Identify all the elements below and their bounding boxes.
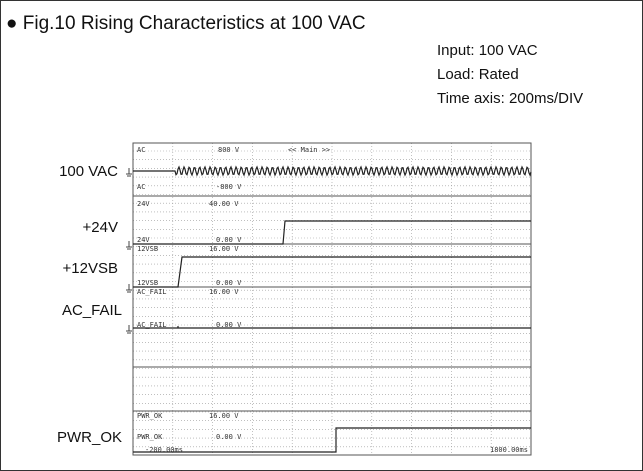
ac-waveform [133, 165, 532, 177]
scope-label: 16.00 V [209, 245, 239, 253]
title: ● Fig.10 Rising Characteristics at 100 V… [6, 13, 366, 34]
scope-label: 1800.00ms [490, 446, 528, 454]
waveform-12vsb [133, 256, 531, 288]
scope-label: AC_FAIL [137, 288, 167, 296]
scope-label: PWR_OK [137, 433, 163, 441]
condition: Time axis: 200ms/DIV [437, 90, 583, 107]
ground-marker [126, 168, 132, 177]
waveforms [133, 165, 532, 453]
scope-label: AC [137, 183, 145, 191]
scope-label: 0.00 V [216, 236, 242, 244]
panel-lines [132, 142, 532, 456]
scope-frame [132, 142, 532, 456]
scope-label: 800 V [218, 146, 240, 154]
waveform-24v [133, 220, 531, 245]
channel-label: +12VSB [63, 260, 118, 277]
ground-markers [126, 168, 132, 334]
channel-label: AC_FAIL [62, 302, 122, 319]
scope-label: 0.00 V [216, 321, 242, 329]
scope-label: -800 V [216, 183, 242, 191]
scope-grid [133, 143, 531, 455]
waveform-pwrok [133, 427, 531, 453]
scope-label: 40.00 V [209, 200, 239, 208]
scope-label: 0.00 V [216, 279, 242, 287]
scope-label: 16.00 V [209, 412, 239, 420]
scope-label: << Main >> [288, 146, 330, 154]
scope-label: 24V [137, 236, 150, 244]
ground-marker [126, 241, 132, 250]
waveform-acfail [133, 326, 531, 329]
scope-label: AC [137, 146, 145, 154]
scope-label: 24V [137, 200, 150, 208]
scope-label: PWR_OK [137, 412, 163, 420]
channel-label: +24V [83, 219, 118, 236]
ground-marker [126, 325, 132, 334]
channel-label: PWR_OK [57, 429, 122, 446]
scope-label: 0.00 V [216, 433, 242, 441]
ground-marker [126, 284, 132, 293]
scope-label: -200.00ms [145, 446, 183, 454]
scope-label: 16.00 V [209, 288, 239, 296]
scope-label: AC_FAIL [137, 321, 167, 329]
condition: Input: 100 VAC [437, 42, 538, 59]
scope-label: 12VSB [137, 245, 158, 253]
channel-label: 100 VAC [59, 163, 118, 180]
scope-label: 12VSB [137, 279, 158, 287]
condition: Load: Rated [437, 66, 519, 83]
